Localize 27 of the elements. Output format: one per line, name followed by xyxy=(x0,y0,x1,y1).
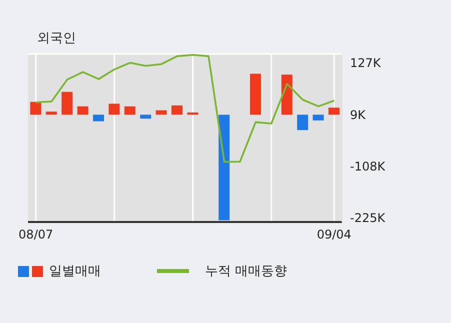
y-tick-label: -108K xyxy=(350,159,386,174)
bar xyxy=(250,74,261,115)
bar xyxy=(46,112,57,115)
bar xyxy=(30,102,42,115)
bar xyxy=(93,114,104,122)
bar xyxy=(187,112,198,115)
bar xyxy=(156,110,167,115)
bar xyxy=(312,114,324,120)
x-tick-label: 08/07 xyxy=(18,228,54,242)
bar xyxy=(328,108,340,115)
x-tick-label: 09/04 xyxy=(316,228,352,242)
bar xyxy=(62,92,73,115)
line-series xyxy=(34,54,336,163)
bar xyxy=(172,105,182,115)
legend-label: 일별매매 xyxy=(49,263,101,280)
bar xyxy=(140,114,152,119)
y-tick-label: 127K xyxy=(350,56,382,70)
bar xyxy=(297,114,308,130)
y-tick-label: 9K xyxy=(350,108,367,122)
bar xyxy=(281,74,292,115)
bar xyxy=(77,106,88,115)
bar xyxy=(124,106,136,115)
bar xyxy=(218,114,230,220)
legend-label: 누적 매매동향 xyxy=(205,263,288,280)
chart-title: 외국인 xyxy=(37,30,76,47)
y-tick-label: -225K xyxy=(350,210,386,225)
bar xyxy=(108,104,120,115)
